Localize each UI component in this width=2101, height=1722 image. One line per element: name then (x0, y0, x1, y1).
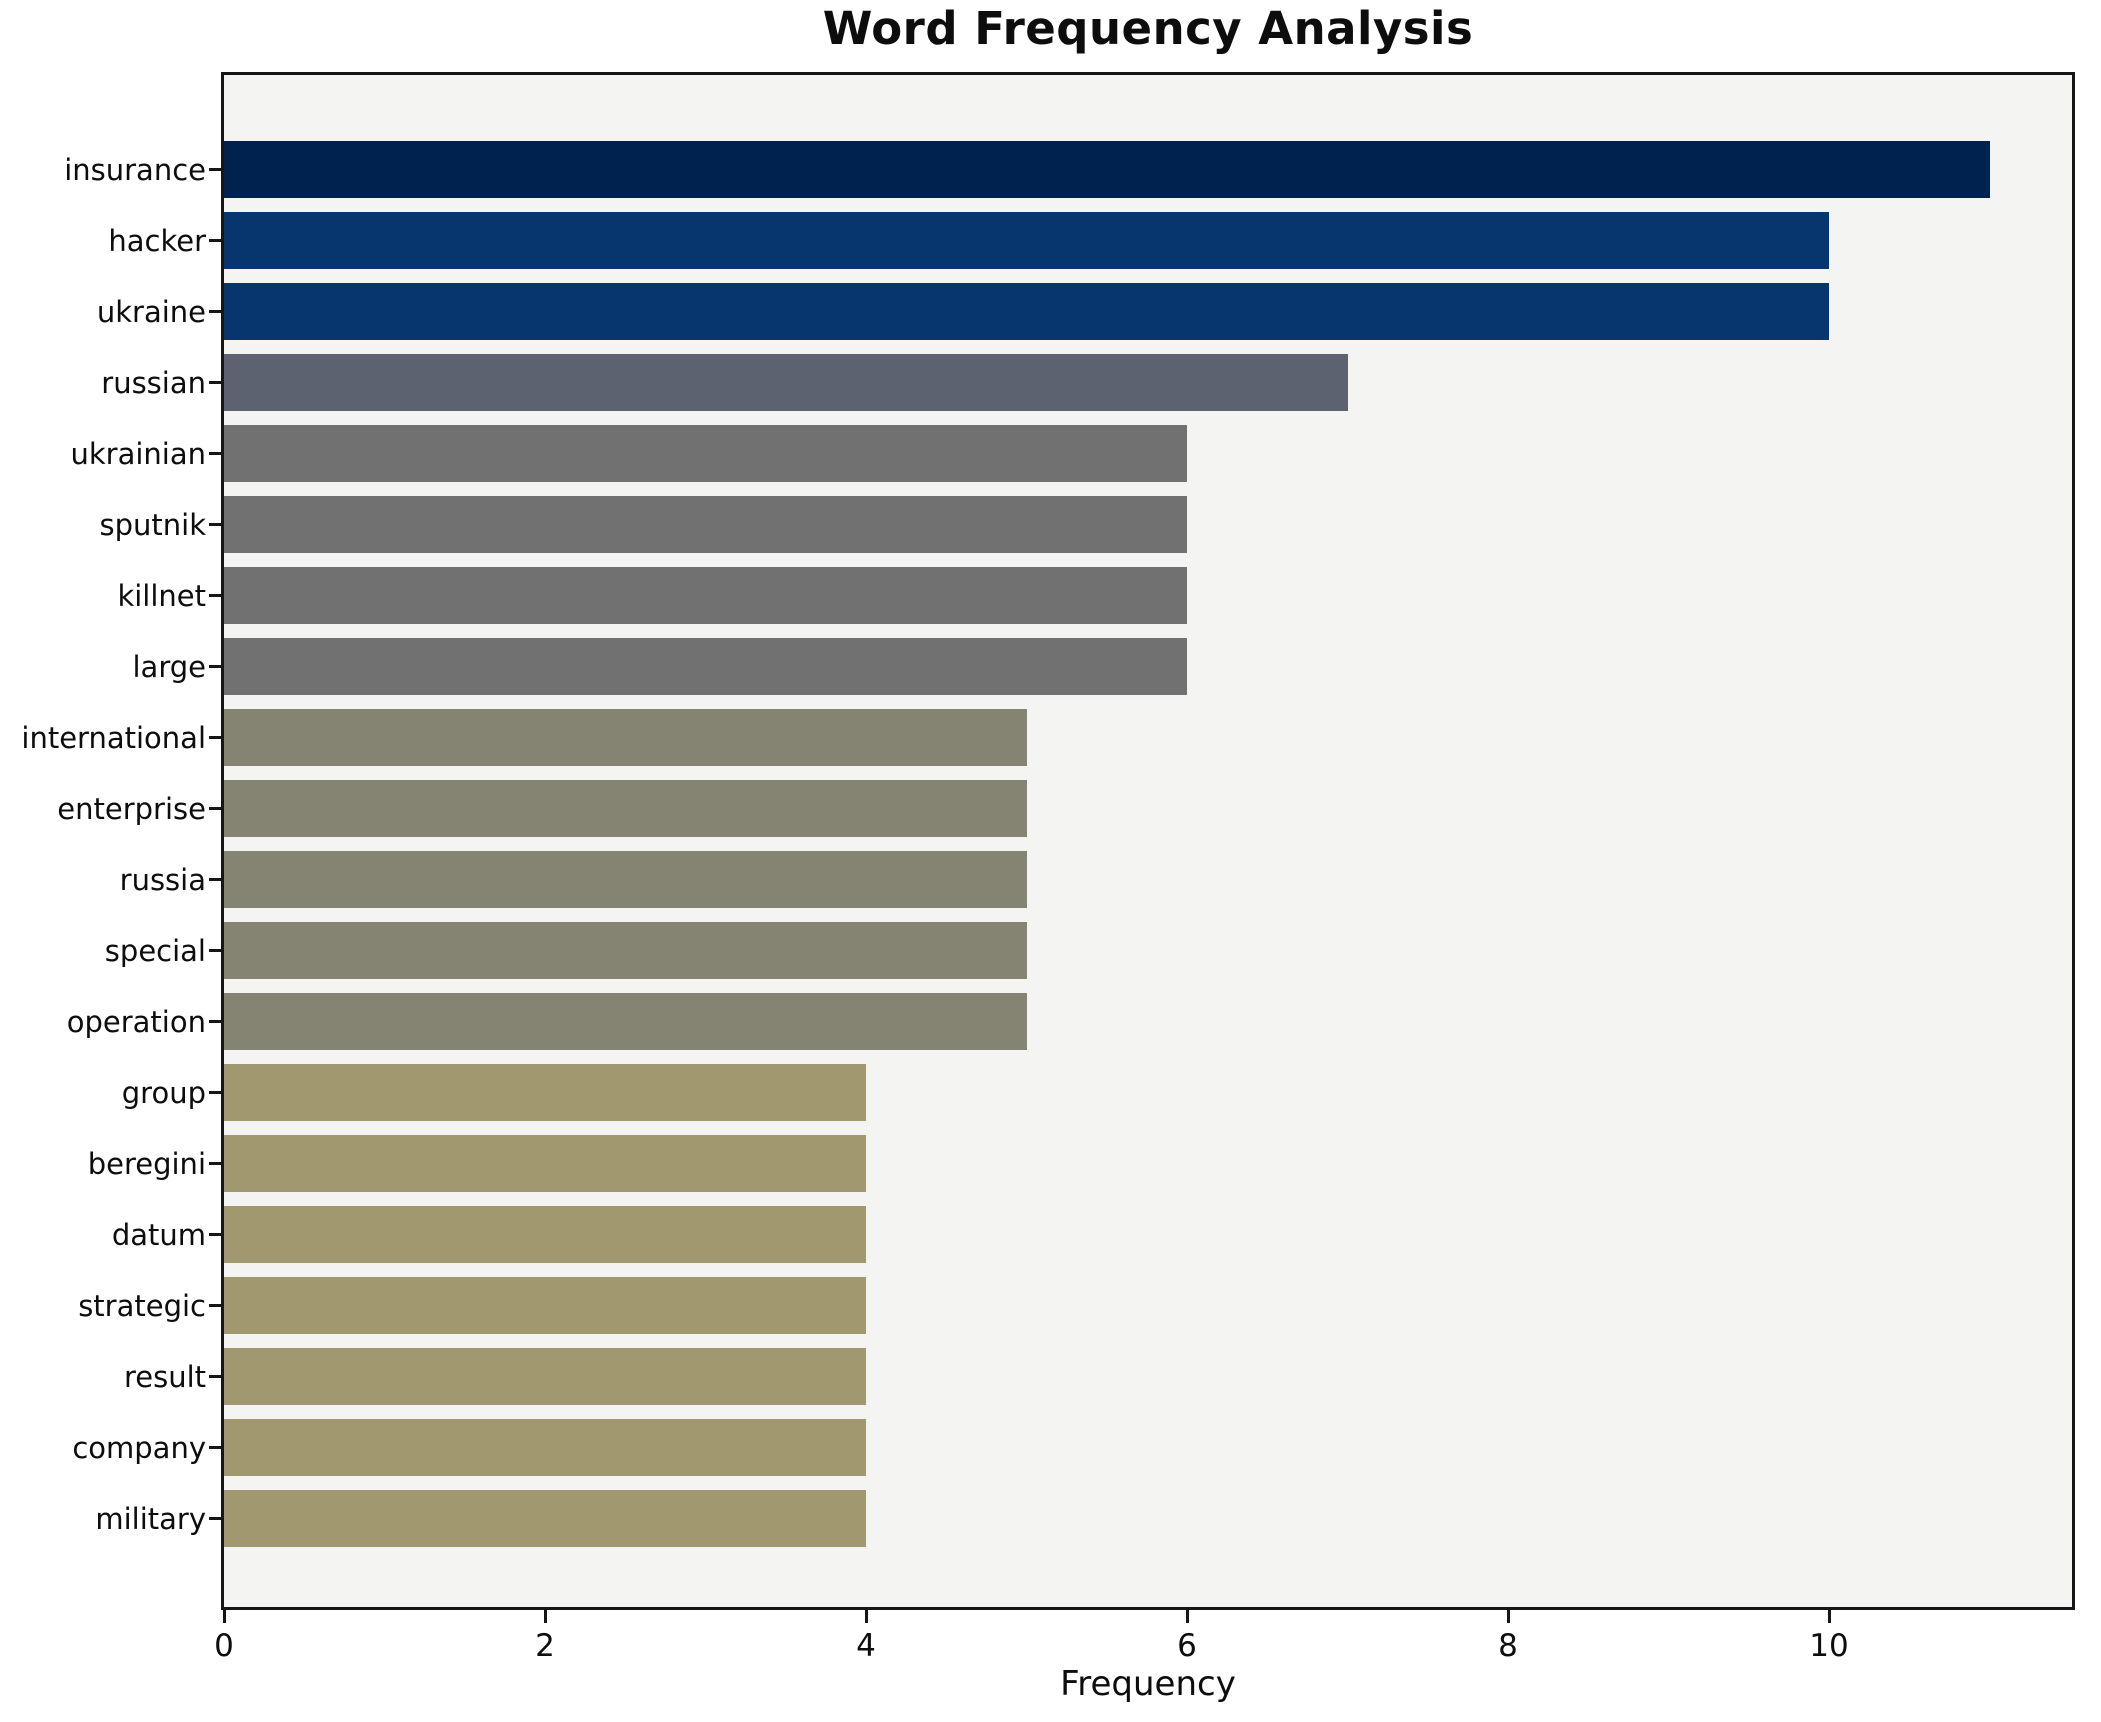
y-tick-mark (209, 807, 221, 810)
x-tick-label: 10 (1809, 1628, 1849, 1664)
bar-beregini (224, 1135, 866, 1192)
bar-hacker (224, 212, 1829, 269)
y-tick-mark (209, 878, 221, 881)
x-tick-label: 2 (535, 1628, 555, 1664)
y-tick-mark (209, 239, 221, 242)
x-tick-mark (1506, 1610, 1510, 1623)
y-tick-label-sputnik: sputnik (99, 507, 207, 542)
x-tick-label: 4 (856, 1628, 876, 1664)
y-tick-mark (209, 452, 221, 455)
y-tick-mark (209, 310, 221, 313)
bar-datum (224, 1206, 866, 1263)
chart-title: Word Frequency Analysis (822, 2, 1474, 55)
x-axis-label: Frequency (1060, 1664, 1236, 1704)
y-tick-mark (209, 381, 221, 384)
y-tick-label-beregini: beregini (87, 1146, 206, 1181)
y-tick-label-killnet: killnet (117, 578, 206, 613)
bar-killnet (224, 567, 1187, 624)
bar-russian (224, 354, 1348, 411)
y-tick-mark (209, 1091, 221, 1094)
y-tick-label-hacker: hacker (108, 223, 206, 258)
y-tick-mark (209, 1304, 221, 1307)
bar-sputnik (224, 496, 1187, 553)
x-tick-mark (1827, 1610, 1831, 1623)
bar-international (224, 709, 1027, 766)
x-tick-mark (864, 1610, 868, 1623)
y-tick-label-ukraine: ukraine (96, 294, 206, 329)
y-tick-mark (209, 1020, 221, 1023)
y-tick-label-russia: russia (119, 862, 206, 897)
bar-operation (224, 993, 1027, 1050)
y-tick-mark (209, 523, 221, 526)
x-tick-label: 0 (214, 1628, 234, 1664)
x-tick-mark (1185, 1610, 1189, 1623)
y-tick-label-military: military (95, 1501, 206, 1536)
y-tick-label-company: company (72, 1430, 206, 1465)
y-tick-label-enterprise: enterprise (57, 791, 206, 826)
y-tick-mark (209, 665, 221, 668)
bar-result (224, 1348, 866, 1405)
y-tick-mark (209, 1446, 221, 1449)
y-tick-label-insurance: insurance (64, 152, 206, 187)
bar-military (224, 1490, 866, 1547)
y-tick-label-operation: operation (66, 1004, 206, 1039)
x-tick-mark (222, 1610, 226, 1623)
y-tick-label-ukrainian: ukrainian (70, 436, 206, 471)
y-tick-mark (209, 1233, 221, 1236)
y-tick-mark (209, 1375, 221, 1378)
bar-ukrainian (224, 425, 1187, 482)
bar-enterprise (224, 780, 1027, 837)
bar-insurance (224, 141, 1990, 198)
x-tick-label: 6 (1177, 1628, 1197, 1664)
y-tick-label-strategic: strategic (78, 1288, 206, 1323)
y-tick-mark (209, 736, 221, 739)
y-tick-mark (209, 1162, 221, 1165)
y-tick-label-russian: russian (101, 365, 206, 400)
y-tick-label-special: special (104, 933, 206, 968)
y-tick-label-datum: datum (111, 1217, 206, 1252)
bar-russia (224, 851, 1027, 908)
bar-group (224, 1064, 866, 1121)
y-tick-label-international: international (21, 720, 206, 755)
bar-company (224, 1419, 866, 1476)
y-tick-label-large: large (132, 649, 207, 684)
bar-ukraine (224, 283, 1829, 340)
y-tick-label-group: group (121, 1075, 206, 1110)
bar-large (224, 638, 1187, 695)
y-tick-mark (209, 168, 221, 171)
y-tick-mark (209, 594, 221, 597)
x-tick-mark (543, 1610, 547, 1623)
y-tick-mark (209, 949, 221, 952)
y-tick-label-result: result (123, 1359, 206, 1394)
y-tick-mark (209, 1517, 221, 1520)
bar-strategic (224, 1277, 866, 1334)
bar-special (224, 922, 1027, 979)
x-tick-label: 8 (1498, 1628, 1518, 1664)
